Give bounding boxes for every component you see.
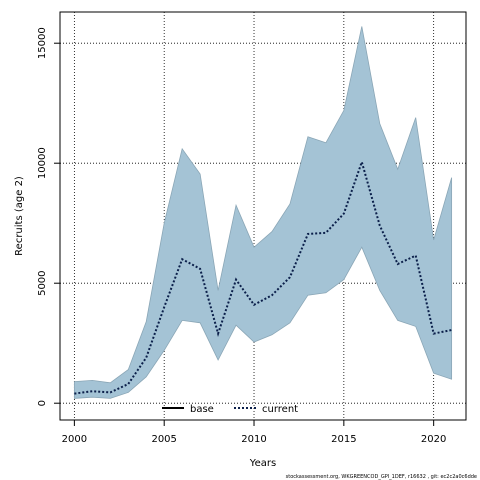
x-axis: 2000 2005 2010 2015 2020 — [62, 420, 446, 445]
plot-frame — [59, 11, 467, 421]
x-tick-label: 2000 — [62, 434, 87, 445]
legend-label-current: current — [262, 404, 298, 415]
legend-label-base: base — [190, 404, 214, 415]
x-axis-label: Years — [249, 458, 276, 469]
y-axis: 0 5000 10000 15000 — [37, 27, 60, 406]
x-tick-label: 2005 — [151, 434, 176, 445]
y-axis-label: Recruits (age 2) — [14, 176, 25, 256]
y-tick-label: 0 — [37, 400, 48, 406]
y-tick-label: 15000 — [37, 27, 48, 59]
footnote: stockassessment.org, WKGREENCOD_GPI_1DEF… — [286, 474, 477, 480]
x-tick-label: 2020 — [421, 434, 446, 445]
y-tick-label: 10000 — [37, 147, 48, 179]
confidence-band — [73, 26, 453, 399]
x-tick-label: 2010 — [241, 434, 266, 445]
y-tick-label: 5000 — [37, 270, 48, 295]
x-tick-label: 2015 — [331, 434, 356, 445]
legend: base current — [162, 404, 298, 415]
